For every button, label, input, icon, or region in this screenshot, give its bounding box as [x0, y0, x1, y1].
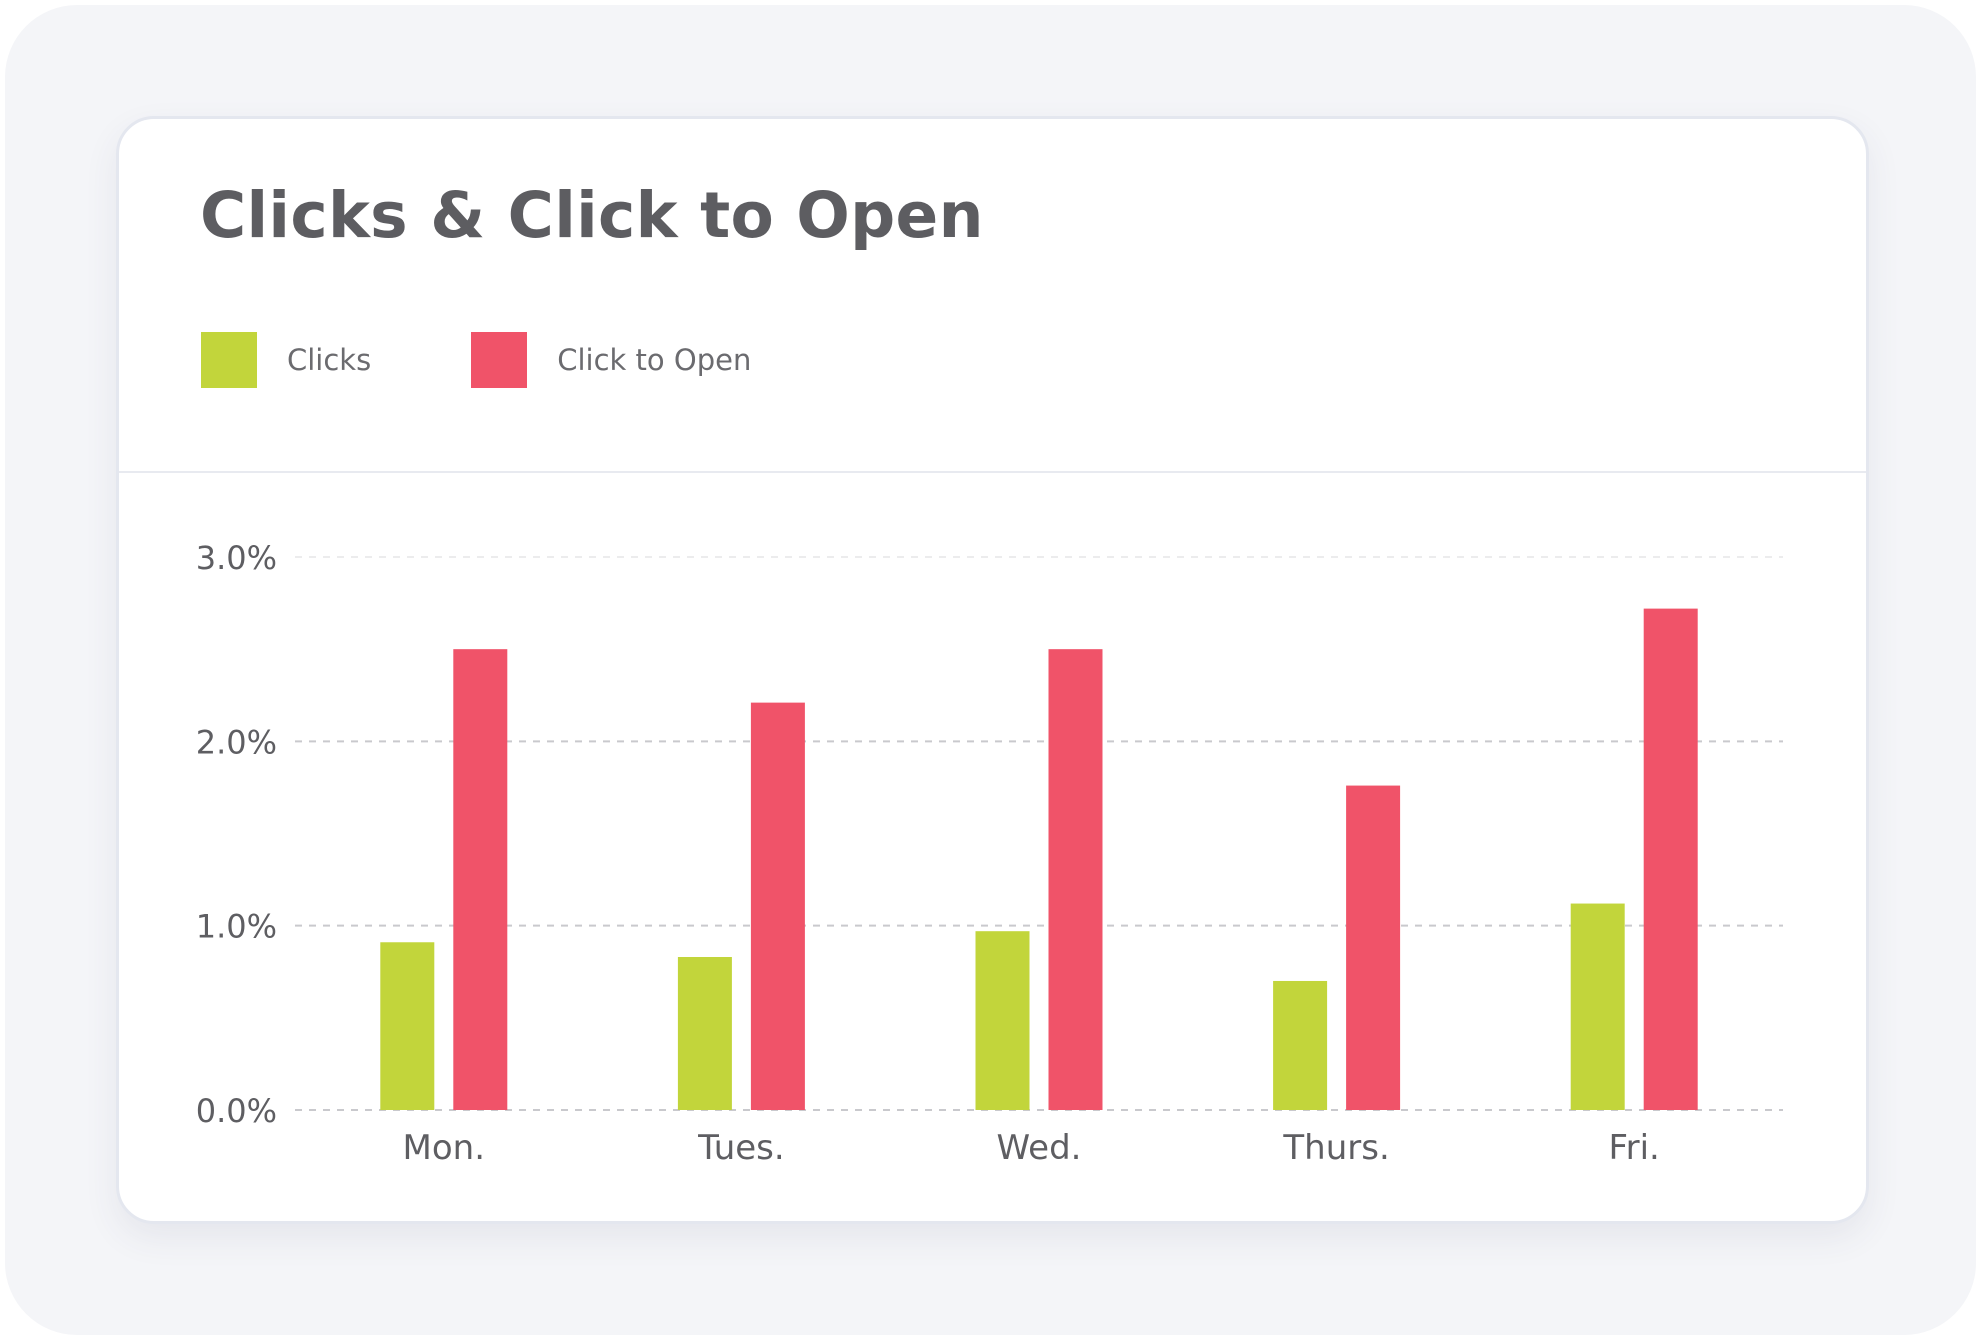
x-tick-label: Wed.: [997, 1128, 1082, 1168]
chart-title: Clicks & Click to Open: [200, 179, 984, 252]
bar-click-to-open: [750, 702, 805, 1110]
bar-chart: 0.0% 1.0% 2.0% 3.0% Mon. Tues. Wed. Thurs. Fri.: [196, 539, 1783, 1168]
bar-click-to-open: [1346, 785, 1401, 1110]
x-tick-label: Fri.: [1609, 1128, 1660, 1168]
bar-clicks: [677, 957, 732, 1110]
bar-click-to-open: [1643, 608, 1698, 1110]
bar-clicks: [1273, 980, 1328, 1110]
chart-area: 0.0% 1.0% 2.0% 3.0% Mon. Tues. Wed. Thurs. Fri.: [119, 471, 1866, 1221]
page-background: Clicks & Click to Open Clicks Click to O…: [5, 5, 1976, 1335]
legend-label-clicks: Clicks: [287, 343, 372, 377]
bar-click-to-open: [1048, 649, 1103, 1110]
y-tick-label: 1.0%: [196, 908, 277, 946]
bar-click-to-open: [453, 649, 508, 1110]
legend-item-clicks: Clicks: [201, 332, 371, 388]
legend-item-click-to-open: Click to Open: [471, 332, 751, 388]
y-tick-label: 2.0%: [196, 723, 277, 761]
chart-legend: Clicks Click to Open: [201, 332, 851, 388]
bar-clicks: [380, 942, 435, 1110]
legend-swatch-clicks: [201, 332, 257, 388]
chart-card: Clicks & Click to Open Clicks Click to O…: [116, 116, 1869, 1224]
bar-clicks: [1570, 903, 1625, 1110]
y-tick-label: 0.0%: [196, 1092, 277, 1130]
legend-label-click-to-open: Click to Open: [557, 343, 752, 377]
x-tick-label: Thurs.: [1282, 1128, 1389, 1168]
legend-swatch-click-to-open: [471, 332, 528, 388]
card-header: Clicks & Click to Open Clicks Click to O…: [119, 119, 1866, 473]
x-tick-label: Tues.: [697, 1128, 785, 1168]
x-tick-label: Mon.: [403, 1128, 486, 1168]
y-tick-label: 3.0%: [196, 539, 277, 577]
bar-clicks: [975, 931, 1030, 1110]
